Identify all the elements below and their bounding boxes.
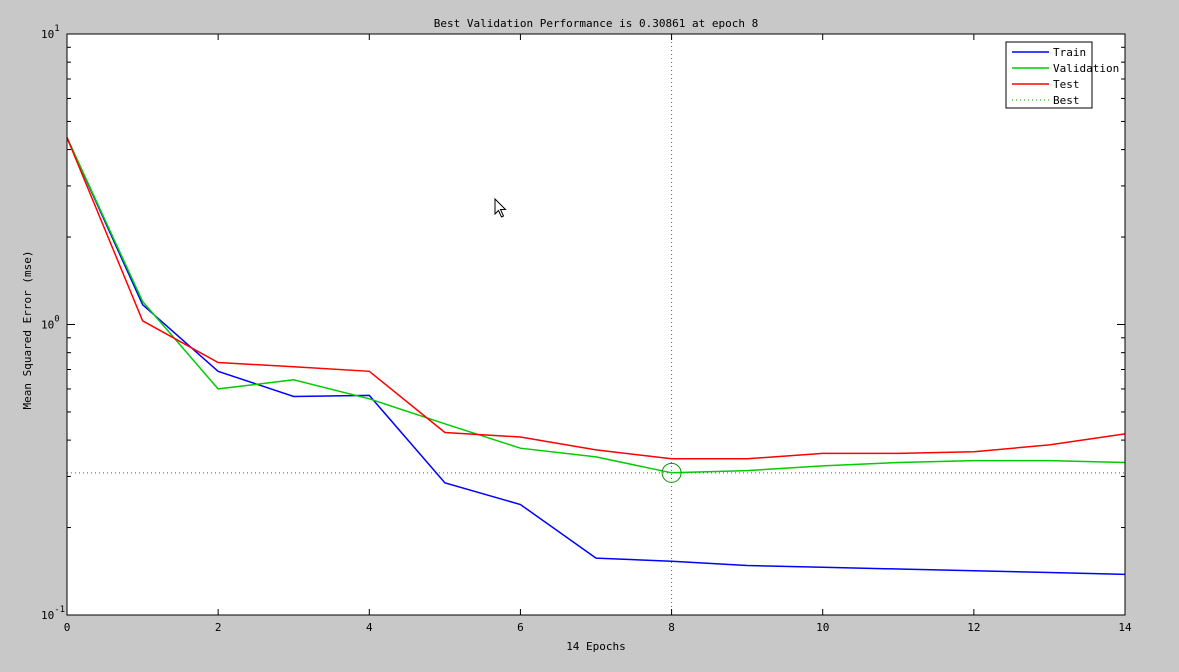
x-tick-label: 6 (517, 621, 524, 634)
series-line-test (66, 137, 1126, 460)
best-point-circle (661, 462, 682, 483)
best-marker (661, 462, 682, 483)
x-tick-label: 10 (816, 621, 829, 634)
x-axis-ticks: 0 2 4 6 8 10 12 14 (64, 34, 1132, 634)
legend-label-validation: Validation (1053, 62, 1119, 75)
series-lines (66, 137, 1126, 576)
y-tick-label: 101 (41, 24, 60, 41)
series-line-validation (66, 137, 1126, 474)
x-tick-label: 0 (64, 621, 71, 634)
x-tick-label: 2 (215, 621, 222, 634)
best-lines (67, 34, 1125, 615)
x-tick-label: 14 (1118, 621, 1132, 634)
legend-label-train: Train (1053, 46, 1086, 59)
x-axis-label: 14 Epochs (566, 640, 626, 653)
chart-title: Best Validation Performance is 0.30861 a… (434, 17, 759, 30)
y-tick-label: 10-1 (41, 605, 65, 622)
arrow-cursor-icon (494, 197, 507, 218)
y-axis-label: Mean Squared Error (mse) (21, 251, 34, 410)
plot-area (67, 34, 1125, 615)
x-tick-label: 12 (967, 621, 980, 634)
legend-label-test: Test (1053, 78, 1080, 91)
y-axis-ticks: 101 100 10-1 (41, 24, 1125, 622)
series-line-train (66, 137, 1126, 576)
x-tick-label: 4 (366, 621, 373, 634)
legend: Train Validation Test Best (1005, 41, 1119, 109)
x-tick-label: 8 (668, 621, 675, 634)
legend-label-best: Best (1053, 94, 1080, 107)
y-tick-label: 100 (41, 315, 60, 332)
legend-box (1005, 41, 1093, 109)
